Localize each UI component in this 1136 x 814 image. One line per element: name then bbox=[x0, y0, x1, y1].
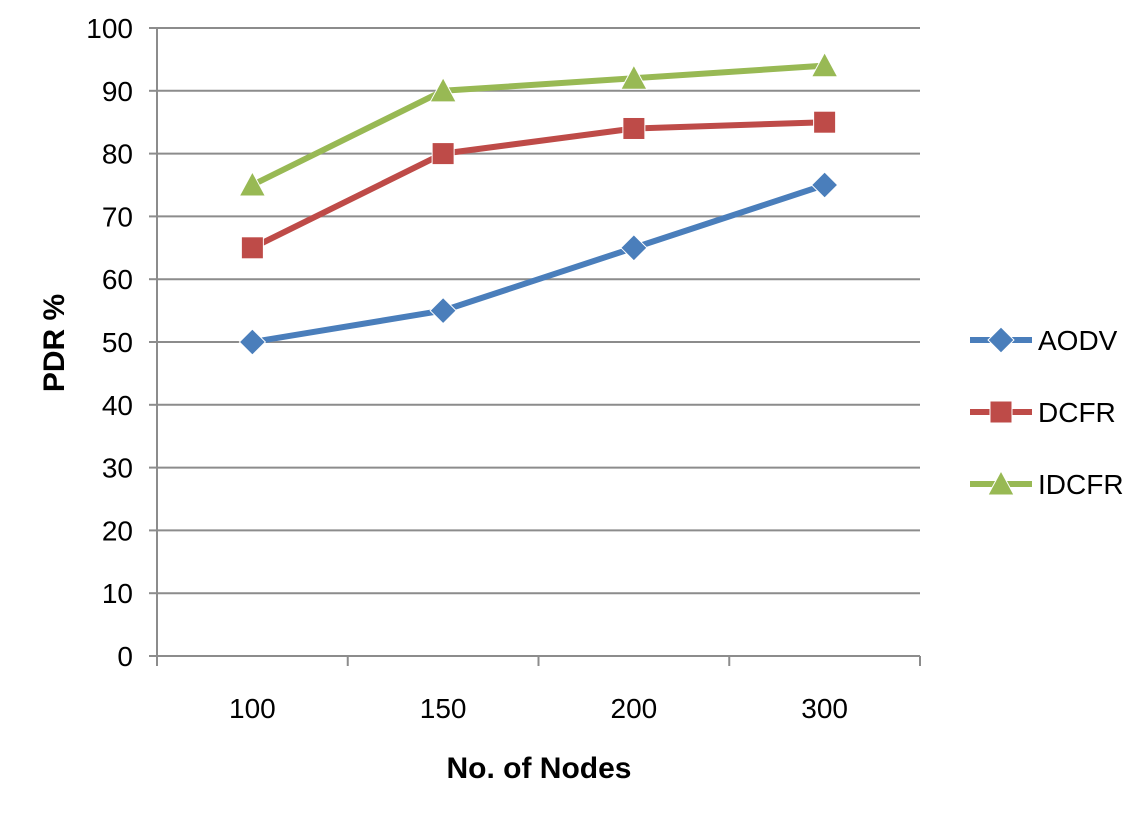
x-tick-label: 200 bbox=[611, 693, 658, 724]
gridlines bbox=[157, 27, 920, 595]
x-tick-label: 150 bbox=[420, 693, 467, 724]
series-dcfr bbox=[240, 110, 837, 260]
y-tick-label: 40 bbox=[102, 390, 133, 421]
data-point-dcfr bbox=[813, 110, 837, 134]
x-axis-title: No. of Nodes bbox=[447, 752, 632, 785]
legend-label-idcfr: IDCFR bbox=[1038, 469, 1124, 500]
series-line-idcfr bbox=[251, 62, 825, 188]
data-point-dcfr bbox=[240, 236, 264, 260]
legend-item-idcfr: IDCFR bbox=[970, 469, 1124, 500]
legend-label-aodv: AODV bbox=[1038, 325, 1118, 356]
legend-label-dcfr: DCFR bbox=[1038, 397, 1116, 428]
y-tick-label: 60 bbox=[102, 264, 133, 295]
y-tick-label: 20 bbox=[102, 515, 133, 546]
data-point-idcfr bbox=[429, 76, 457, 103]
data-point-idcfr bbox=[238, 170, 267, 197]
legend: AODV DCFR IDCFR bbox=[970, 325, 1124, 500]
y-tick-label: 0 bbox=[117, 641, 133, 672]
y-tick-label: 30 bbox=[102, 453, 133, 484]
data-point-idcfr bbox=[620, 64, 648, 90]
y-tick-label: 70 bbox=[102, 201, 133, 232]
data-point-dcfr bbox=[622, 116, 646, 140]
y-axis-title: PDR % bbox=[38, 294, 71, 392]
data-point-aodv bbox=[620, 234, 648, 262]
series-idcfr bbox=[238, 51, 839, 197]
data-point-aodv bbox=[810, 171, 839, 199]
y-tick-label: 100 bbox=[86, 13, 133, 44]
data-point-aodv bbox=[238, 328, 267, 356]
data-point-idcfr bbox=[810, 51, 839, 78]
x-tick-label: 100 bbox=[229, 693, 276, 724]
data-point-dcfr bbox=[431, 142, 455, 166]
series-line-dcfr bbox=[251, 119, 825, 251]
x-tick-label: 300 bbox=[801, 693, 848, 724]
y-tick-label: 50 bbox=[102, 327, 133, 358]
series-aodv bbox=[238, 171, 839, 356]
series-line-aodv bbox=[251, 182, 826, 345]
y-tick-label: 90 bbox=[102, 76, 133, 107]
legend-item-aodv: AODV bbox=[970, 325, 1118, 356]
legend-item-dcfr: DCFR bbox=[970, 397, 1116, 428]
series-lines bbox=[238, 51, 839, 356]
legend-marker-aodv bbox=[987, 326, 1015, 354]
y-tick-label: 10 bbox=[102, 578, 133, 609]
legend-marker-dcfr bbox=[989, 400, 1013, 424]
legend-marker-idcfr bbox=[987, 469, 1015, 496]
axes: 0 10 20 30 40 50 60 70 80 90 100 100 150 200 300 bbox=[86, 13, 921, 724]
y-tick-label: 80 bbox=[102, 139, 133, 170]
data-point-aodv bbox=[429, 296, 457, 325]
